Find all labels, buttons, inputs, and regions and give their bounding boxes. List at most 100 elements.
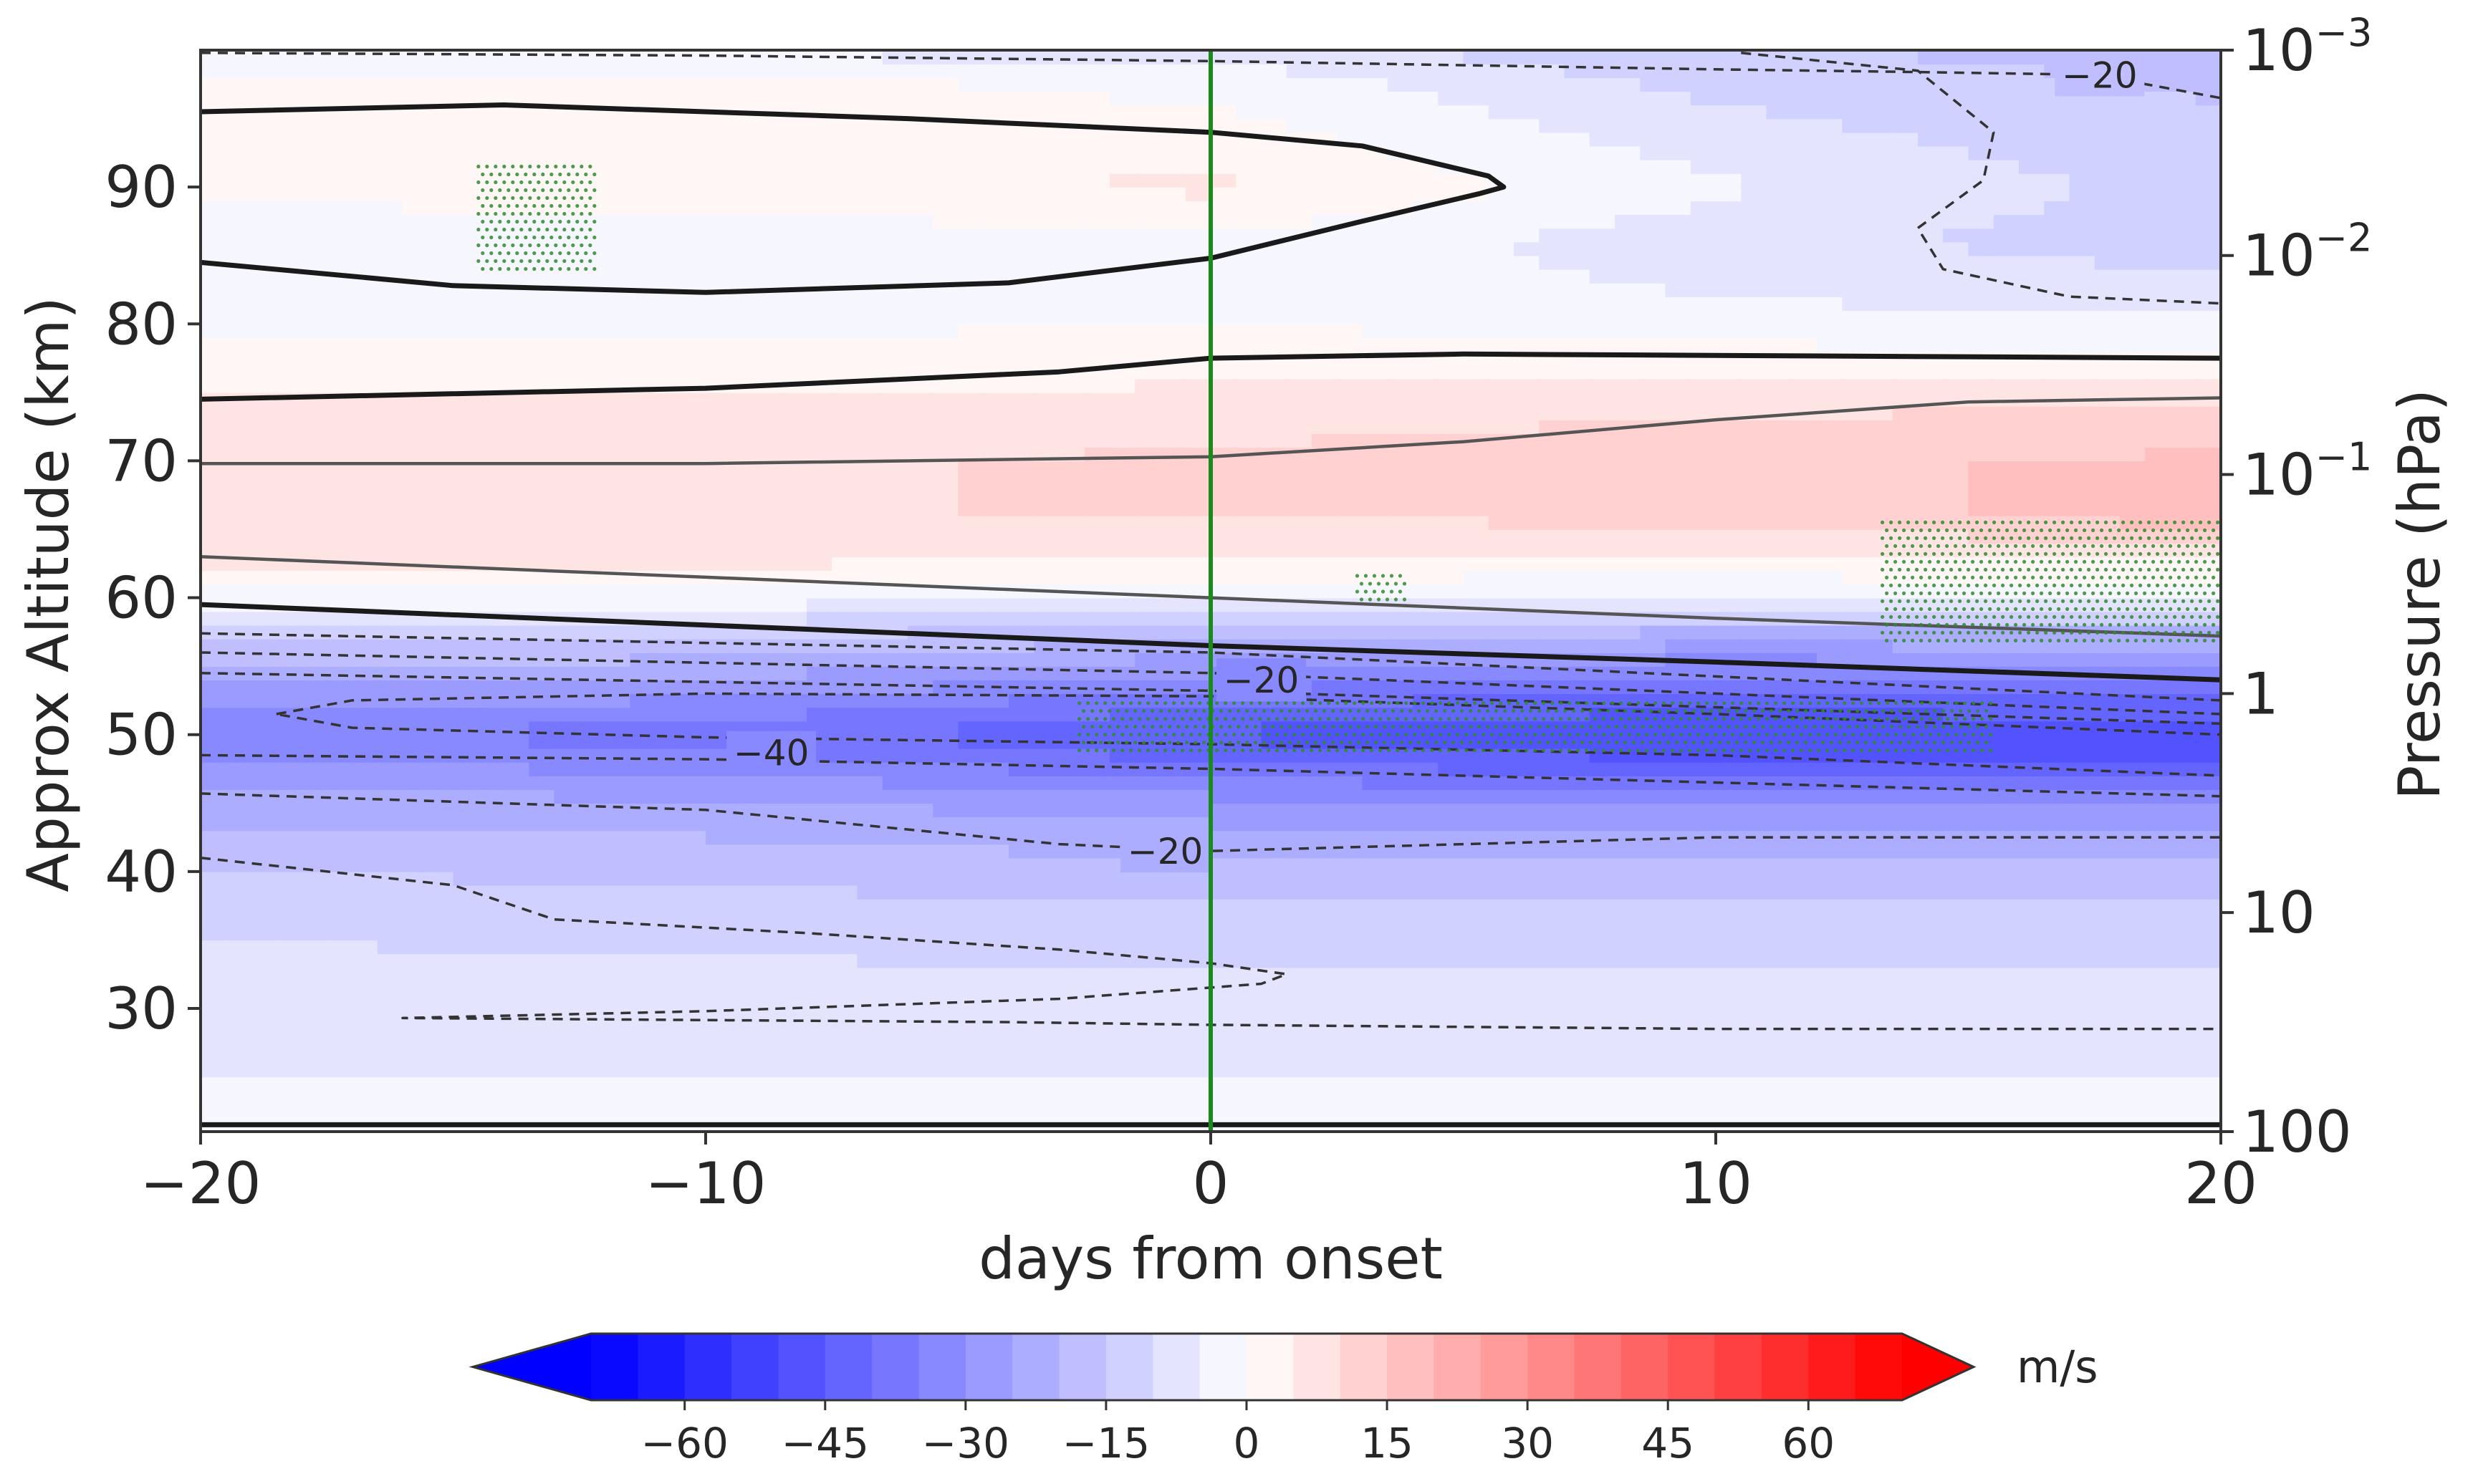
heatmap-cell (933, 721, 959, 736)
heatmap-cell (1539, 803, 1565, 818)
heatmap-cell (1488, 447, 1514, 462)
heatmap-cell (428, 803, 454, 818)
heatmap-cell (1211, 405, 1237, 420)
heatmap-cell (1387, 611, 1413, 626)
heatmap-cell (453, 871, 479, 886)
heatmap-cell (327, 776, 353, 790)
heatmap-cell (554, 570, 580, 585)
heatmap-cell (1034, 967, 1060, 982)
heatmap-cell (1690, 912, 1716, 928)
heatmap-cell (1135, 912, 1161, 928)
heatmap-cell (832, 803, 858, 818)
heatmap-cell (352, 1076, 378, 1092)
heatmap-cell (1413, 228, 1439, 243)
heatmap-cell (706, 885, 732, 900)
heatmap-cell (226, 912, 252, 928)
heatmap-cell (529, 680, 555, 695)
heatmap-cell (1185, 214, 1211, 229)
heatmap-cell (1640, 543, 1666, 558)
heatmap-cell (1059, 159, 1085, 174)
heatmap-cell (377, 488, 403, 503)
heatmap-cell (579, 324, 605, 339)
heatmap-cell (1059, 64, 1085, 79)
heatmap-cell (933, 1036, 959, 1051)
heatmap-cell (1236, 899, 1262, 913)
heatmap-cell (1463, 310, 1489, 325)
heatmap-cell (655, 638, 681, 653)
heatmap-cell (504, 405, 530, 420)
heatmap-cell (1463, 844, 1489, 859)
heatmap-cell (1337, 871, 1363, 886)
heatmap-cell (453, 980, 479, 996)
heatmap-cell (1135, 1008, 1161, 1023)
heatmap-cell (327, 214, 353, 229)
heatmap-cell (1665, 405, 1691, 420)
heatmap-cell (1286, 64, 1312, 79)
heatmap-cell (1539, 953, 1565, 968)
heatmap-cell (1059, 803, 1085, 818)
heatmap-cell (1387, 803, 1413, 818)
heatmap-cell (1539, 967, 1565, 982)
heatmap-cell (302, 351, 328, 366)
heatmap-cell (781, 365, 807, 380)
heatmap-cell (327, 789, 353, 804)
heatmap-cell (756, 584, 782, 599)
heatmap-cell (1009, 543, 1035, 558)
heatmap-cell (478, 77, 504, 92)
heatmap-cell (377, 980, 403, 996)
heatmap-cell (731, 1076, 757, 1092)
heatmap-cell (1463, 324, 1489, 339)
heatmap-cell (1312, 529, 1338, 544)
heatmap-cell (478, 707, 504, 722)
heatmap-cell (1640, 365, 1666, 380)
heatmap-cell (1135, 228, 1161, 243)
heatmap-cell (579, 816, 605, 832)
heatmap-cell (1059, 666, 1085, 681)
heatmap-cell (756, 77, 782, 92)
heatmap-cell (1514, 310, 1540, 325)
heatmap-cell (1286, 310, 1312, 325)
heatmap-cell (1716, 1063, 1742, 1078)
heatmap-cell (478, 433, 504, 448)
heatmap-cell (1766, 488, 1792, 503)
heatmap-cell (1185, 77, 1211, 92)
heatmap-cell (1362, 474, 1388, 489)
heatmap-cell (1286, 830, 1312, 845)
heatmap-cell (908, 77, 934, 92)
heatmap-cell (377, 857, 403, 872)
heatmap-cell (403, 761, 429, 776)
heatmap-cell (1716, 761, 1742, 776)
heatmap-cell (327, 570, 353, 585)
heatmap-cell (1413, 625, 1439, 640)
heatmap-cell (857, 967, 883, 982)
heatmap-cell (1160, 570, 1186, 585)
heatmap-cell (529, 91, 555, 106)
heatmap-cell (403, 310, 429, 325)
heatmap-cell (529, 707, 555, 722)
heatmap-cell (655, 597, 681, 612)
heatmap-cell (706, 515, 732, 530)
heatmap-cell (605, 844, 631, 859)
heatmap-cell (630, 899, 656, 913)
heatmap-cell (756, 337, 782, 352)
heatmap-cell (832, 789, 858, 804)
heatmap-cell (630, 570, 656, 585)
heatmap-cell (1716, 570, 1742, 585)
heatmap-cell (352, 515, 378, 530)
heatmap-cell (1261, 488, 1287, 503)
heatmap-cell (1009, 1049, 1035, 1064)
heatmap-cell (1488, 91, 1514, 106)
heatmap-cell (958, 1076, 984, 1092)
heatmap-cell (377, 638, 403, 653)
heatmap-cell (1261, 337, 1287, 352)
heatmap-cell (680, 1063, 706, 1078)
heatmap-cell (327, 378, 353, 393)
heatmap-cell (251, 885, 277, 900)
heatmap-cell (352, 255, 378, 270)
heatmap-cell (1438, 803, 1464, 818)
heatmap-cell (1160, 392, 1186, 407)
heatmap-cell (1690, 1022, 1716, 1036)
heatmap-cell (1766, 201, 1792, 216)
heatmap-cell (1463, 816, 1489, 832)
heatmap-cell (807, 351, 833, 366)
